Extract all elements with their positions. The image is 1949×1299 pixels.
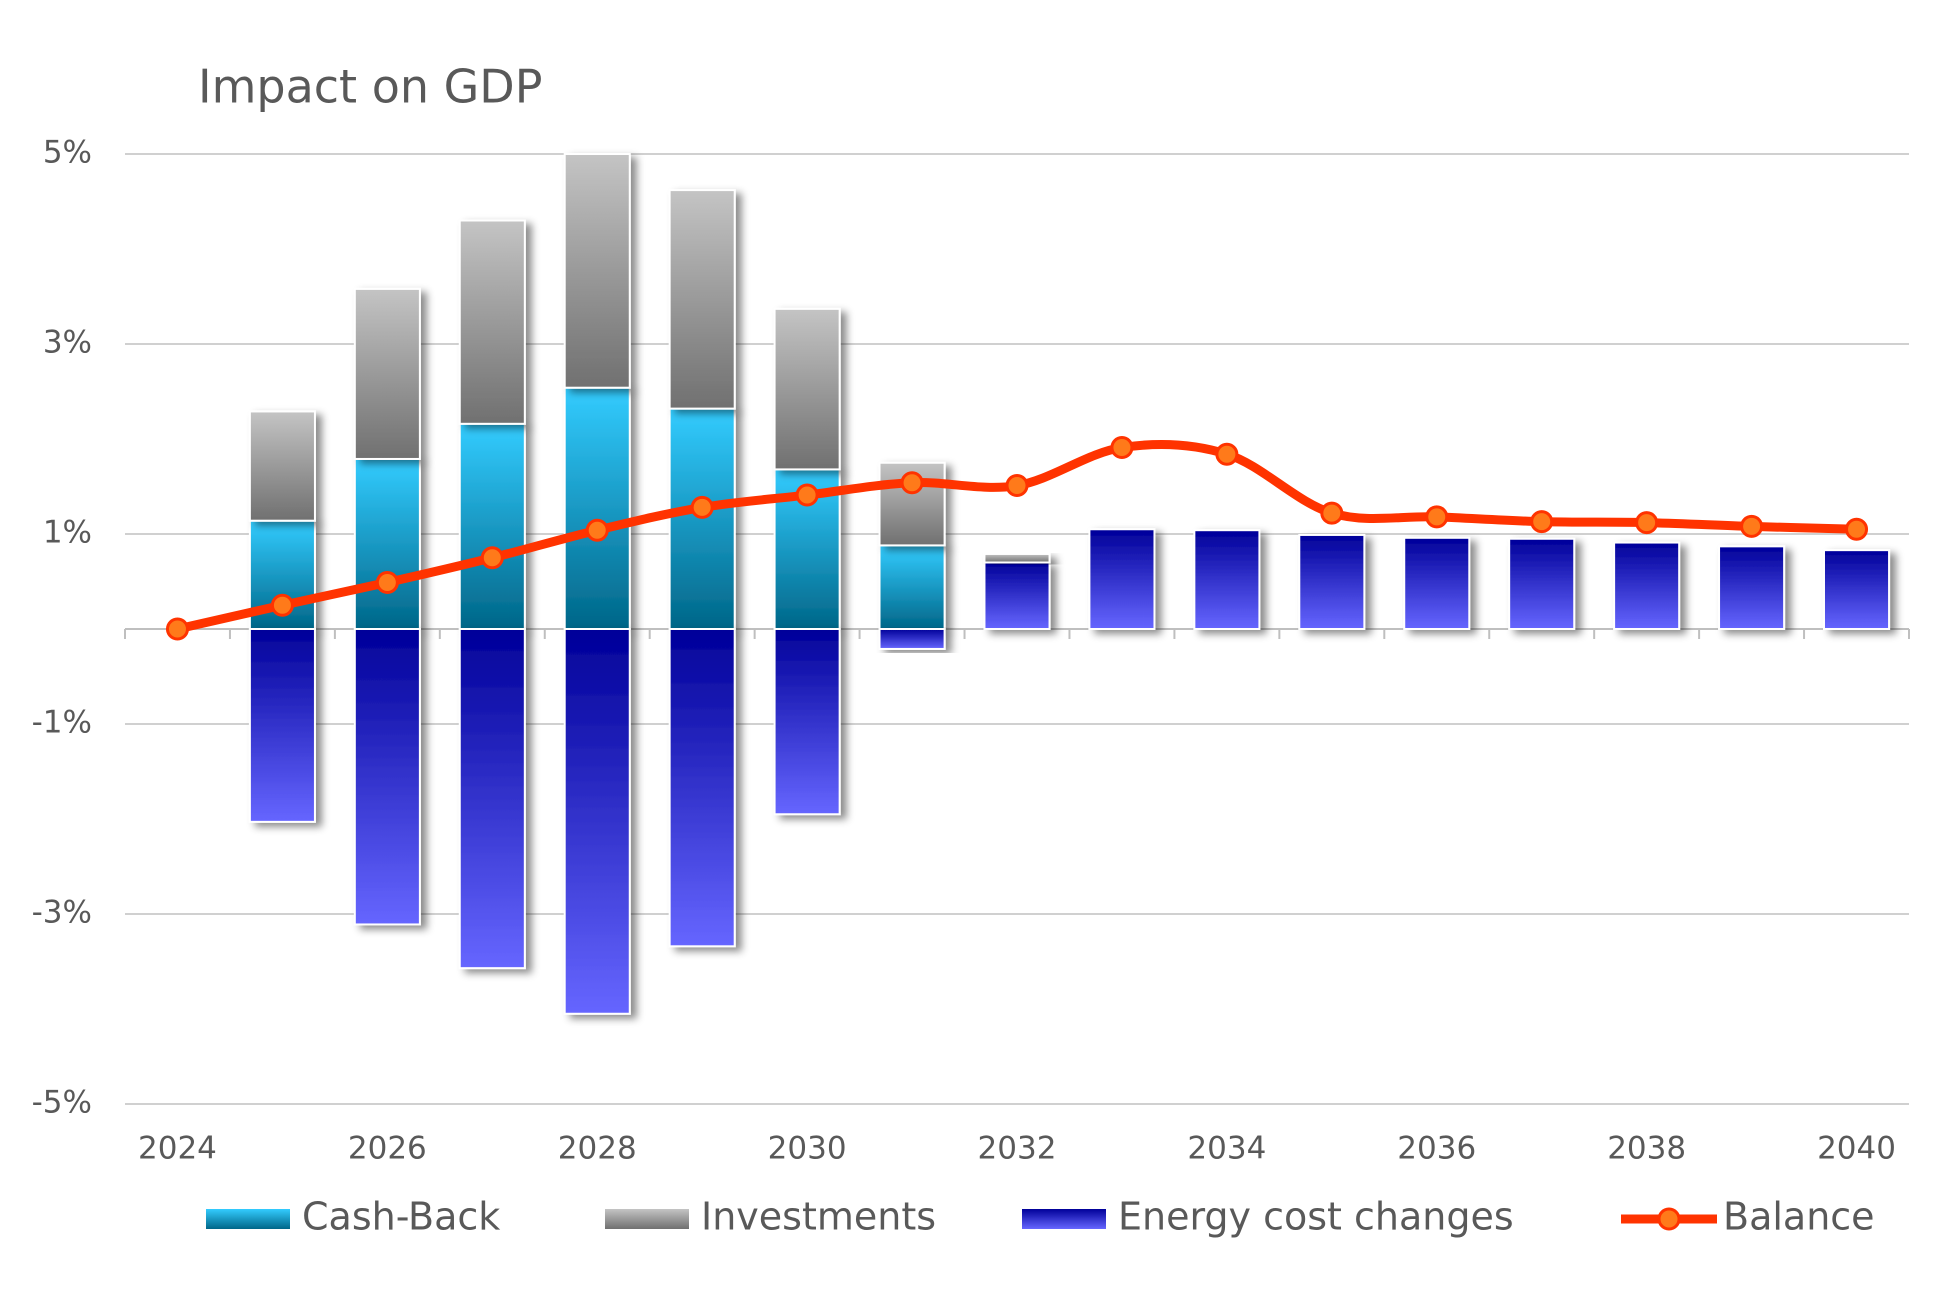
legend-item: Balance [1621, 1195, 1875, 1239]
bar [353, 287, 421, 460]
line-marker [795, 483, 819, 507]
line-marker [1110, 436, 1134, 460]
legend-label: Balance [1723, 1195, 1875, 1239]
line-marker [165, 617, 189, 641]
x-tick-label: 2038 [1607, 1131, 1686, 1167]
bar [773, 307, 841, 471]
legend-item: Cash-Back [206, 1195, 500, 1239]
line-marker [1425, 505, 1449, 529]
legend-swatch [605, 1209, 689, 1229]
bar [458, 422, 526, 630]
bar [1508, 537, 1576, 630]
line-marker [1215, 442, 1239, 466]
legend-label: Investments [701, 1195, 936, 1239]
legend-label: Cash-Back [302, 1195, 500, 1239]
x-tick-label: 2040 [1817, 1131, 1896, 1167]
y-tick-label: 3% [43, 325, 92, 361]
x-tick-label: 2024 [138, 1131, 217, 1167]
bar [563, 386, 631, 631]
legend-label: Energy cost changes [1118, 1195, 1514, 1239]
y-tick-label: -5% [32, 1085, 92, 1121]
line-marker [1740, 514, 1764, 538]
y-tick-label: 1% [43, 515, 92, 551]
bar [458, 219, 526, 425]
line-marker [1845, 517, 1869, 541]
x-tick-label: 2030 [768, 1131, 847, 1167]
bar [1822, 549, 1891, 631]
chart-title: Impact on GDP [198, 60, 542, 114]
x-tick-label: 2026 [348, 1131, 427, 1167]
line-marker [1005, 474, 1029, 498]
bar [773, 628, 841, 816]
bar [1088, 528, 1156, 630]
bar [248, 410, 316, 522]
legend-swatch [206, 1209, 290, 1229]
line-marker [1320, 501, 1344, 525]
bar [1193, 529, 1261, 631]
line-marker [480, 546, 504, 570]
bar [878, 544, 946, 631]
y-tick-label: 5% [43, 135, 92, 171]
bar [983, 561, 1051, 630]
legend-item: Investments [605, 1195, 936, 1239]
x-tick-label: 2032 [978, 1131, 1057, 1167]
bar [353, 457, 421, 631]
bar [1298, 533, 1366, 631]
bar [668, 628, 736, 948]
y-tick-label: -3% [32, 895, 92, 931]
line-marker [1530, 510, 1554, 534]
bar [248, 628, 316, 823]
bar [563, 628, 631, 1015]
line-marker [375, 570, 399, 594]
y-tick-label: -1% [32, 705, 92, 741]
line-marker [585, 518, 609, 542]
bar [878, 628, 946, 650]
legend-swatch [1022, 1209, 1106, 1229]
line-marker [1635, 511, 1659, 535]
bar [353, 628, 421, 926]
line-marker [270, 593, 294, 617]
x-tick-label: 2036 [1397, 1131, 1476, 1167]
legend-marker [1657, 1207, 1681, 1231]
bar [668, 189, 736, 410]
legend-item: Energy cost changes [1022, 1195, 1514, 1239]
bar [1403, 536, 1471, 630]
bar [983, 552, 1051, 564]
bar [563, 153, 631, 389]
line-marker [900, 471, 924, 495]
bar [1718, 545, 1786, 630]
bar [1613, 541, 1681, 630]
x-tick-label: 2034 [1187, 1131, 1266, 1167]
line-marker [690, 495, 714, 519]
bar [458, 628, 526, 970]
x-tick-label: 2028 [558, 1131, 637, 1167]
